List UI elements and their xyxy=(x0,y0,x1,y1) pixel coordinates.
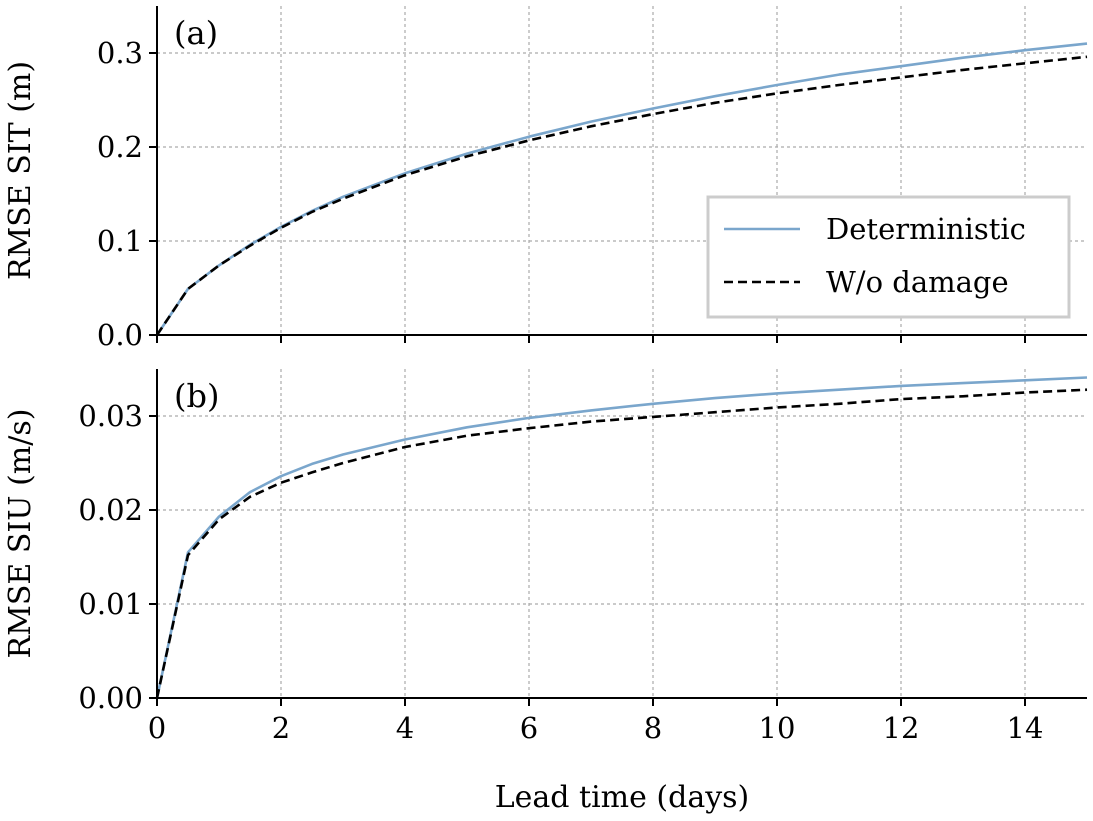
y-tick-label: 0.00 xyxy=(78,681,143,715)
x-tick-label: 4 xyxy=(396,711,414,745)
legend-entry-label: W/o damage xyxy=(826,265,1009,299)
panel-a: 0.0 0.1 0.2 0.3 RMSE SIT (m) (a) Deterministic… xyxy=(3,6,1088,352)
series-line-deterministic xyxy=(155,376,1088,699)
y-tick-label: 0.1 xyxy=(97,224,143,258)
y-tick-label: 0.0 xyxy=(97,318,143,352)
x-tick-label: 0 xyxy=(148,711,166,745)
x-tick-label: 6 xyxy=(520,711,538,745)
x-tick-label: 10 xyxy=(759,711,796,745)
y-tick-label: 0.01 xyxy=(78,587,143,621)
y-tick-label: 0.2 xyxy=(97,130,143,164)
panel-label: (b) xyxy=(174,377,219,415)
legend: Deterministic W/o damage xyxy=(706,195,1071,319)
y-axis-label: RMSE SIT (m) xyxy=(3,61,38,280)
x-tick-label: 12 xyxy=(883,711,920,745)
y-tick-label: 0.03 xyxy=(78,399,143,433)
y-tick-label: 0.02 xyxy=(78,493,143,527)
series-line-w-o-damage xyxy=(155,388,1088,699)
panel-b: 0.00 0.01 0.02 0.03 0 2 4 6 8 10 12 14 RMSE SIU (m/s… xyxy=(3,369,1088,745)
y-axis-label: RMSE SIU (m/s) xyxy=(3,409,38,659)
x-axis-label: Lead time (days) xyxy=(495,780,750,815)
x-tick-label: 14 xyxy=(1007,711,1044,745)
x-tick-label: 8 xyxy=(644,711,662,745)
legend-box xyxy=(706,195,1071,319)
legend-entry-label: Deterministic xyxy=(826,212,1026,246)
y-tick-label: 0.3 xyxy=(97,36,143,70)
series-line-w-o-damage xyxy=(155,55,1088,336)
panel-label: (a) xyxy=(174,14,218,52)
x-tick-label: 2 xyxy=(272,711,290,745)
